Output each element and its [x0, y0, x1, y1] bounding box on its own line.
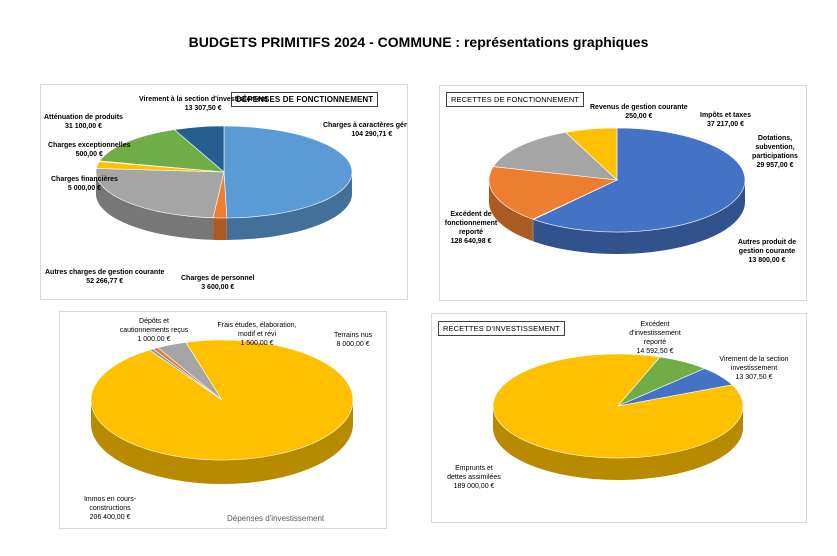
data-label: Excédent de fonctionnement reporté 128 64… [444, 211, 498, 245]
pie-slice [223, 125, 353, 219]
pie-slice [173, 125, 225, 173]
chart-title: Dépenses d'investissement [227, 514, 325, 523]
pie-slice-side [489, 180, 533, 242]
pie-slice-side [532, 219, 534, 242]
chart-panel-depenses-investissement: Dépenses d'investissement Dépôts et caut… [59, 311, 387, 529]
page-title: BUDGETS PRIMITIFS 2024 - COMMUNE : repré… [188, 34, 649, 50]
chart-title: RECETTES DE FONCTIONNEMENT [446, 92, 585, 107]
pie-chart-recettes-fonctionnement [488, 127, 746, 254]
data-label: Emprunts et dettes assimilées 189 000,00 … [447, 465, 501, 490]
data-label: Dotations, subvention, participations 29 … [752, 135, 798, 169]
pie-slice [99, 129, 225, 173]
data-label: Virement de la section investissement 13 … [719, 356, 789, 381]
pie-slice [564, 127, 618, 181]
chart-title: RECETTES D'INVESTISSEMENT [438, 321, 565, 336]
chart-panel-recettes-investissement: RECETTES D'INVESTISSEMENT Excédent d'inv… [431, 313, 807, 523]
data-label: Excédent d'investissement reporté 14 592,… [629, 321, 681, 355]
data-label: Charges financières 5 000,00 € [51, 176, 118, 192]
pie-slice [532, 127, 746, 233]
data-label: Atténuation de produits 31 100,00 € [44, 114, 123, 130]
pie-slice [492, 132, 618, 181]
chart-title: DÉPENSES DE FONCTIONNEMENT [231, 92, 379, 107]
data-label: Terrains nus 8 000,00 € [334, 332, 373, 348]
data-label: Immos en cours-constructions 206 400,00 € [83, 496, 137, 521]
data-label: Revenus de gestion courante 250,00 € [590, 104, 688, 120]
pie-chart-depenses-fonctionnement [95, 125, 353, 240]
data-label: Charges à caractères général104 290,71 € [323, 122, 408, 138]
pie-slice-side [226, 172, 352, 240]
pie-slice [617, 368, 733, 407]
pie-slice-side [96, 172, 214, 240]
data-label: Frais études, élaboration, modif et révi… [217, 322, 297, 347]
pie-slice [488, 166, 619, 220]
data-label: Autres produit de gestion courante 13 800… [737, 239, 797, 264]
chart-panel-depenses-fonctionnement: DÉPENSES DE FONCTIONNEMENT Virement à la… [40, 84, 408, 300]
pie-slice-side [493, 406, 743, 480]
pie-slice-side [213, 217, 227, 240]
data-label: Impôts et taxes 37 217,00 € [700, 112, 751, 128]
pie-slice [157, 342, 223, 401]
pie-slice-side [533, 180, 745, 254]
data-label: Virement à la section d'investissement 13… [139, 96, 268, 112]
pie-slice [95, 168, 225, 219]
chart-panel-recettes-fonctionnement: RECETTES DE FONCTIONNEMENT Revenus de ge… [439, 85, 807, 301]
pie-chart-depenses-investissement [90, 339, 354, 484]
data-label: Charges exceptionnelles 500,00 € [48, 142, 131, 158]
pie-chart-recettes-investissement [492, 353, 744, 480]
pie-slice-side [91, 400, 353, 484]
data-label: Charges de personnel 3 600,00 € [181, 275, 255, 291]
data-label: Autres charges de gestion courante 52 266… [45, 269, 165, 285]
data-label: Dépôts et cautionnements reçus 1 000,00 € [119, 318, 189, 343]
